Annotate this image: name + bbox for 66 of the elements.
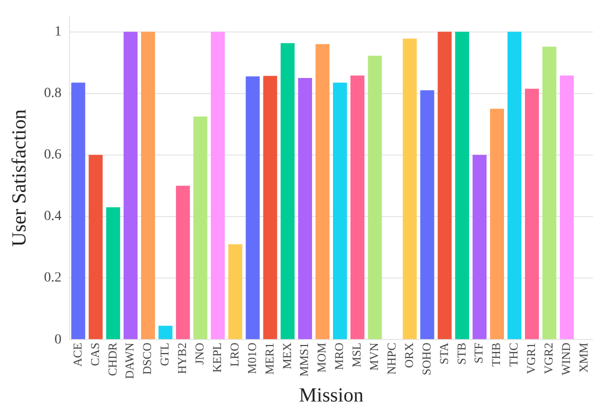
bar — [455, 32, 470, 340]
x-tick-label: JNO — [192, 342, 207, 365]
x-tick-label: THC — [506, 342, 521, 367]
x-tick-label: KEPL — [210, 342, 224, 373]
bar — [210, 32, 225, 340]
x-tick-label: LRO — [227, 342, 242, 367]
x-tick-label: GTL — [158, 342, 172, 366]
bar — [263, 76, 278, 340]
y-tick-label: 0 — [54, 332, 62, 348]
bar — [402, 38, 417, 340]
x-tick-label: MEX — [280, 342, 294, 370]
x-tick-label: STF — [472, 342, 486, 364]
x-tick-label: VGR1 — [524, 342, 538, 374]
x-tick-label: MRO — [332, 342, 346, 370]
x-tick-label: WIND — [558, 342, 573, 376]
x-tick-label: ORX — [402, 342, 416, 368]
bar — [420, 90, 434, 340]
bar — [141, 32, 156, 340]
bar — [472, 154, 487, 340]
bar — [228, 244, 242, 340]
y-tick-label: 0.4 — [44, 209, 62, 224]
bar — [438, 32, 452, 340]
bar — [560, 76, 574, 340]
x-tick-label: MSL — [350, 342, 364, 368]
bar — [524, 88, 539, 340]
y-axis-title: User Satisfaction — [8, 109, 30, 247]
bar — [298, 78, 312, 340]
x-tick-label: MMS1 — [297, 342, 312, 377]
y-tick-label: 0.8 — [44, 86, 62, 102]
bar — [71, 82, 86, 340]
x-tick-label: VGR2 — [542, 342, 556, 374]
bar — [542, 46, 556, 340]
x-tick-label: MOM — [314, 342, 329, 373]
x-tick-label: DAWN — [122, 342, 137, 380]
y-tick-label: 0.2 — [44, 270, 62, 286]
bar — [280, 43, 295, 340]
bar — [246, 76, 260, 340]
x-tick-label: MVN — [367, 342, 382, 371]
x-tick-label: ACE — [70, 342, 84, 367]
bar — [176, 186, 190, 340]
x-tick-label: THB — [489, 342, 504, 367]
y-tick-label: 1 — [54, 24, 62, 40]
x-tick-label: HYB2 — [175, 342, 190, 374]
bar — [332, 82, 347, 340]
bar — [368, 56, 382, 340]
bar — [193, 116, 208, 340]
x-tick-label: SOHO — [419, 342, 434, 376]
x-tick-label: NHPC — [384, 342, 398, 375]
bar — [490, 108, 504, 340]
bar — [350, 76, 364, 340]
x-tick-label: M01O — [244, 342, 259, 374]
x-tick-label: MER1 — [262, 342, 276, 375]
x-tick-label: CAS — [88, 342, 102, 366]
bar — [106, 207, 120, 340]
x-tick-label: STB — [454, 342, 468, 365]
bar — [158, 326, 172, 340]
x-tick-label: XMM — [576, 342, 590, 373]
x-tick-label: CHDR — [105, 342, 120, 376]
bar — [507, 32, 522, 340]
x-tick-label: DSCO — [140, 342, 154, 375]
bar — [124, 32, 138, 340]
y-tick-label: 0.6 — [44, 148, 62, 163]
x-axis-title: Mission — [299, 384, 364, 406]
bar — [316, 44, 330, 340]
x-tick-label: STA — [436, 342, 451, 364]
bar — [88, 154, 103, 340]
